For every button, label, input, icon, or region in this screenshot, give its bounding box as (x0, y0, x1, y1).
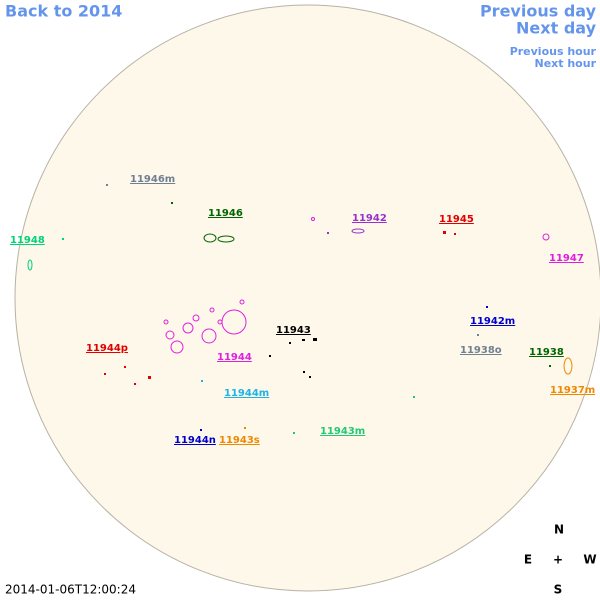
region-label[interactable]: 11946m (130, 174, 175, 185)
compass-west: W (583, 553, 596, 567)
region-label[interactable]: 11944 (217, 352, 252, 363)
region-label[interactable]: 11938o (460, 345, 502, 356)
timestamp: 2014-01-06T12:00:24 (5, 583, 136, 597)
next-day-link[interactable]: Next day (516, 19, 597, 38)
region-label[interactable]: 11942m (470, 316, 515, 327)
region-label[interactable]: 11944p (86, 343, 128, 354)
region-label[interactable]: 11943s (219, 435, 260, 446)
next-hour-link[interactable]: Next hour (535, 57, 597, 70)
region-label[interactable]: 11942 (352, 213, 387, 224)
region-label[interactable]: 11944n (174, 435, 216, 446)
region-label[interactable]: 11938 (529, 347, 564, 358)
region-label[interactable]: 11944m (224, 388, 269, 399)
region-label[interactable]: 11948 (10, 235, 45, 246)
region-label[interactable]: 11947 (549, 253, 584, 264)
previous-hour-link[interactable]: Previous hour (510, 45, 597, 58)
solar-disk (14, 4, 600, 592)
sunspot-contours (27, 217, 573, 375)
region-labels: 11946m 11946 11948 11942 11945 11947 11943 1194… (10, 174, 595, 446)
region-label[interactable]: 11943m (320, 426, 365, 437)
compass-east: E (524, 553, 532, 567)
region-label[interactable]: 11937m (550, 385, 595, 396)
compass-south: S (554, 583, 563, 597)
previous-day-link[interactable]: Previous day (480, 2, 597, 21)
compass-center: + (553, 553, 563, 567)
back-link[interactable]: Back to 2014 (5, 2, 122, 21)
sunspot-dots (62, 184, 551, 434)
region-label[interactable]: 11943 (276, 325, 311, 336)
compass-north: N (554, 523, 564, 537)
region-label[interactable]: 11946 (208, 208, 243, 219)
region-label[interactable]: 11945 (439, 214, 474, 225)
